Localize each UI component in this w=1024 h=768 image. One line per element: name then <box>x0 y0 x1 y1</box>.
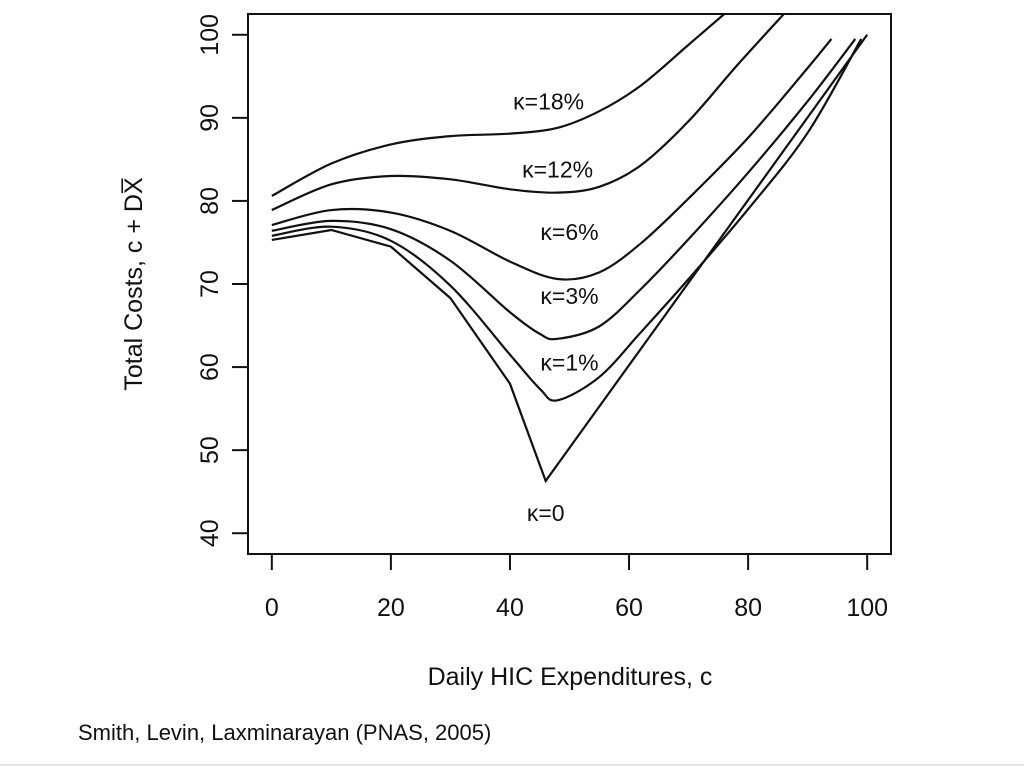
x-axis: 0 20 40 60 80 100 <box>265 553 888 622</box>
citation: Smith, Levin, Laxminarayan (PNAS, 2005) <box>78 720 492 745</box>
x-tick-label: 80 <box>734 594 762 622</box>
y-tick-label: 50 <box>196 436 224 464</box>
y-axis: 40 50 60 70 80 90 100 <box>196 14 249 547</box>
series-line-4 <box>271 38 863 402</box>
y-tick-label: 60 <box>196 353 224 381</box>
x-tick-label: 100 <box>846 594 888 622</box>
y-tick-label: 100 <box>196 14 224 56</box>
curve-label: κ=12% <box>522 157 593 183</box>
x-tick-label: 0 <box>265 594 279 622</box>
series-line-0 <box>271 13 726 197</box>
y-tick-label: 40 <box>196 519 224 547</box>
series-line-1 <box>271 13 785 212</box>
curve-label: κ=1% <box>540 349 598 375</box>
x-axis-title: Daily HIC Expenditures, c <box>428 663 713 691</box>
y-tick-label: 80 <box>196 187 224 215</box>
label-layer: κ=18% κ=12% κ=6% κ=3% κ=1% κ=0 <box>513 89 598 526</box>
x-tick-label: 20 <box>377 594 405 622</box>
y-axis-title: Total Costs, c + DX̅ <box>120 177 148 391</box>
y-tick-label: 90 <box>196 104 224 132</box>
curve-label: κ=6% <box>540 219 598 245</box>
curve-label: κ=3% <box>540 283 598 309</box>
curve-label: κ=18% <box>513 89 584 115</box>
curve-label: κ=0 <box>527 500 565 526</box>
x-tick-label: 60 <box>615 594 643 622</box>
bottom-divider <box>0 764 1024 766</box>
x-tick-label: 40 <box>496 594 524 622</box>
y-tick-label: 70 <box>196 270 224 298</box>
series-line-2 <box>271 38 833 281</box>
series-line-3 <box>271 38 857 341</box>
series-line-5 <box>271 34 869 484</box>
series-layer <box>271 13 869 484</box>
